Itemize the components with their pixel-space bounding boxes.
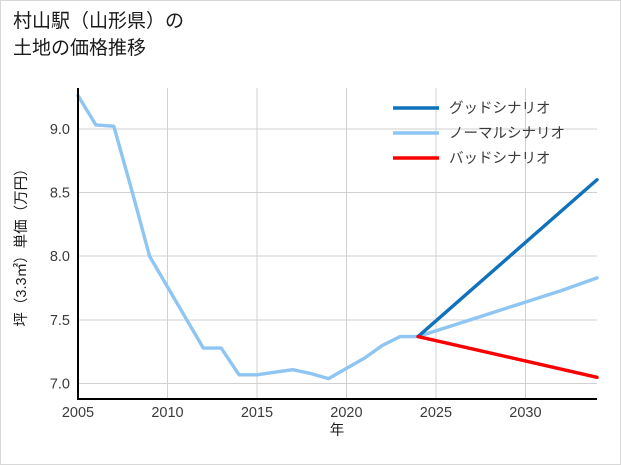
x-tick-label: 2030 [509, 405, 541, 421]
legend-label: グッドシナリオ [449, 100, 551, 117]
x-axis-title: 年 [330, 422, 345, 439]
x-axis-tick-labels: 2005 2010 2015 2020 2025 2030 [62, 405, 542, 421]
chart-title-line-2: 土地の価格推移 [13, 37, 147, 59]
y-tick-label: 8.5 [50, 186, 70, 202]
legend-label: ノーマルシナリオ [449, 126, 565, 142]
series-line-normal [76, 93, 599, 381]
axis-spines [76, 88, 597, 401]
y-tick-label: 8.0 [50, 249, 70, 265]
y-axis-tick-labels: 7.0 7.5 8.0 8.5 9.0 [50, 122, 70, 393]
y-tick-label: 9.0 [50, 122, 70, 138]
series-line-bad [416, 334, 599, 380]
legend-label: バッドシナリオ [449, 151, 551, 167]
chart-title: 村山駅（山形県）の 土地の価格推移 [13, 9, 184, 63]
x-tick-label: 2010 [151, 405, 183, 421]
y-tick-label: 7.0 [50, 377, 70, 393]
x-tick-label: 2020 [330, 405, 362, 421]
data-series-group [76, 93, 599, 381]
y-axis-title: 坪（3.3㎡）単価（万円） [13, 161, 30, 326]
chart-title-line-1: 村山駅（山形県）の [13, 11, 185, 32]
x-tick-label: 2005 [62, 405, 94, 421]
y-tick-label: 7.5 [50, 313, 70, 329]
x-tick-label: 2015 [241, 405, 273, 421]
x-tick-label: 2025 [420, 405, 452, 421]
series-line-good [416, 178, 599, 339]
